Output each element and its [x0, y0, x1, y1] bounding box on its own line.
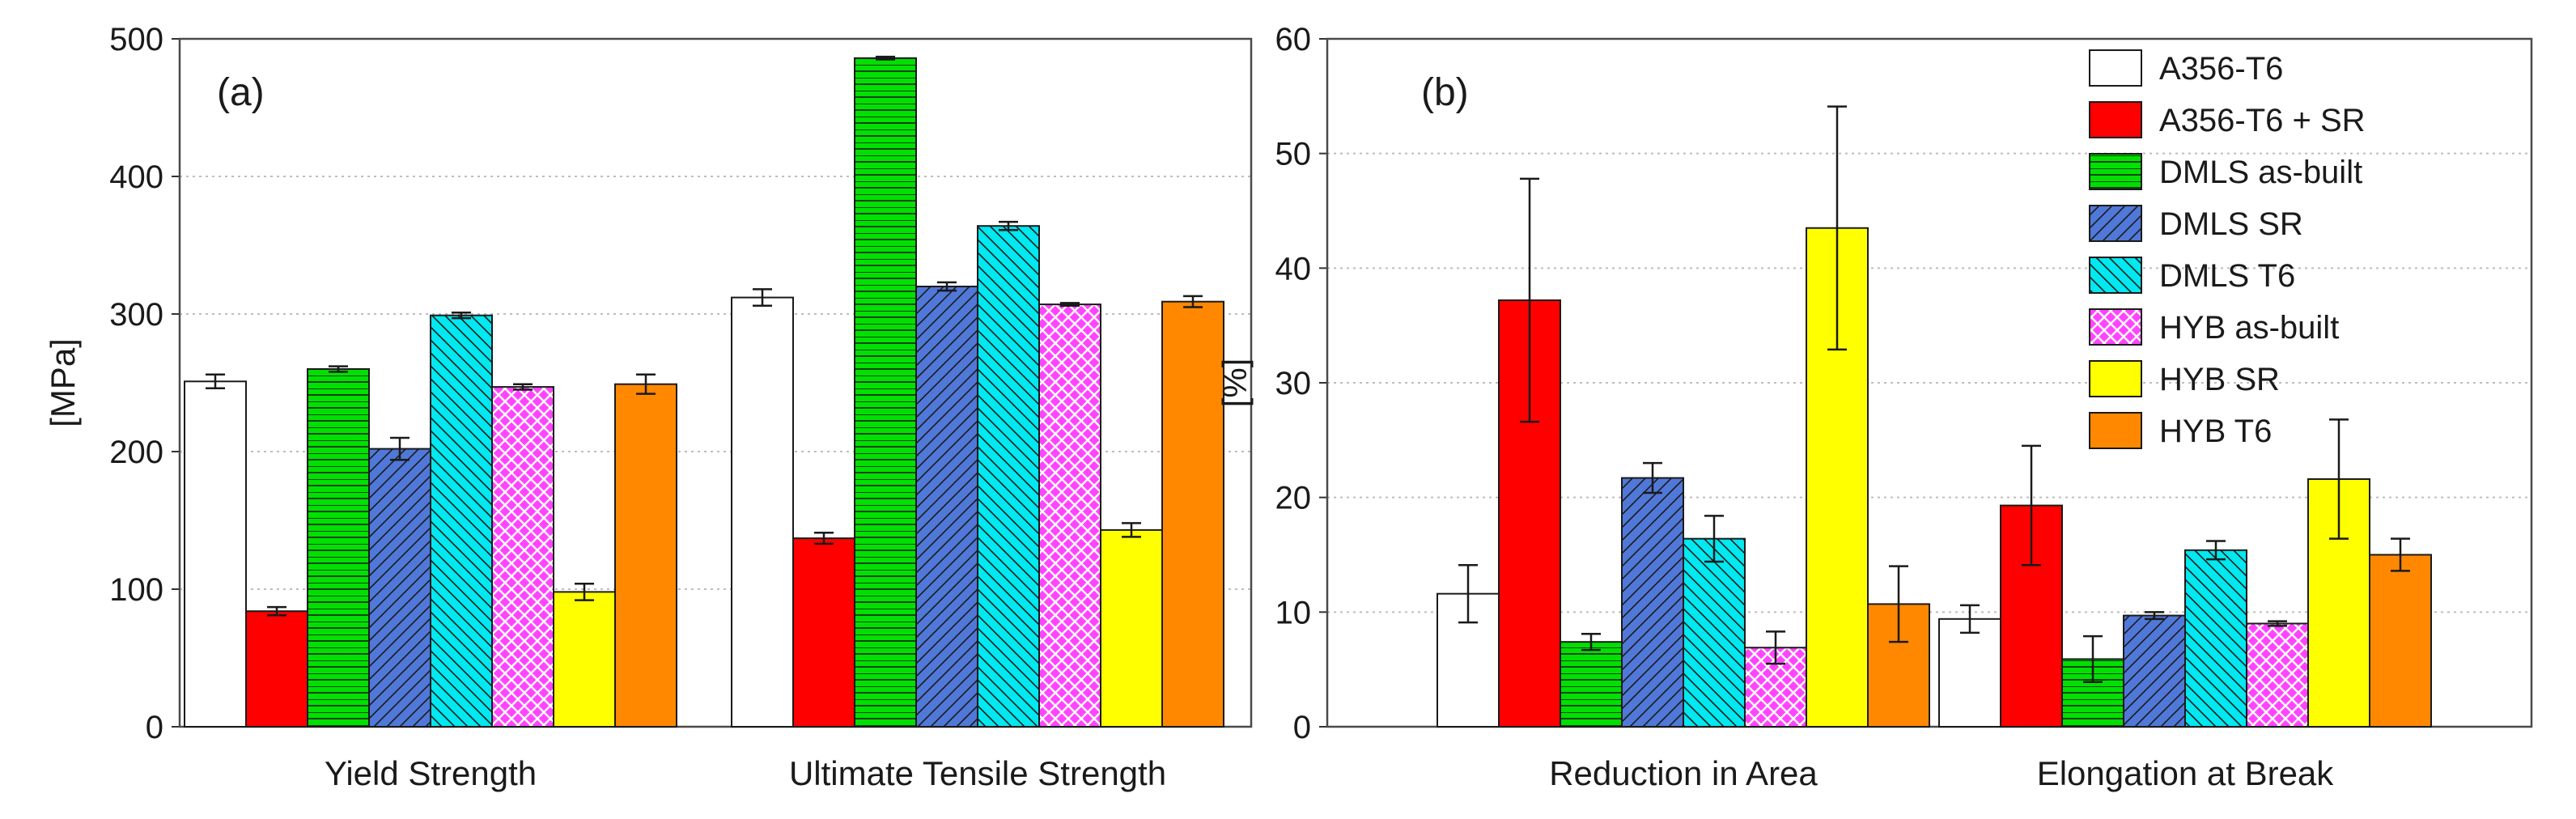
bar-hyb-sr-yield-strength: [553, 591, 616, 728]
y-tick-label: 30: [1275, 366, 1312, 401]
legend-swatch-a356-t6: [2089, 49, 2142, 87]
y-tick-label: 50: [1275, 137, 1312, 172]
chart-legend: A356-T6 A356-T6 + SR DMLS as-built DMLS SR D…: [2089, 49, 2366, 449]
legend-label-a356-t6: A356-T6: [2159, 51, 2283, 87]
bar-a356-t6-elongation-at-break: [1938, 617, 2001, 728]
panel-label: (b): [1421, 71, 1469, 114]
panel-label: (a): [217, 71, 265, 114]
bar-hyb-t6-elongation-at-break: [2369, 554, 2432, 728]
bar-a356-t6-ultimate-tensile-strength: [731, 296, 794, 728]
legend-swatch-dmls-t6: [2089, 257, 2142, 294]
category-label-ultimate-tensile-strength: Ultimate Tensile Strength: [789, 754, 1166, 792]
bar-dmls-sr-ultimate-tensile-strength: [915, 286, 978, 728]
bar-dmls-sr-reduction-in-area: [1621, 477, 1684, 728]
y-tick-label: 0: [1293, 710, 1311, 745]
y-tick-label: 10: [1275, 595, 1312, 630]
legend-label-hyb-sr: HYB SR: [2159, 362, 2280, 397]
bar-dmls-t6-ultimate-tensile-strength: [977, 225, 1040, 728]
legend-label-dmls-sr: DMLS SR: [2159, 206, 2303, 242]
legend-swatch-hyb-as-built: [2089, 308, 2142, 346]
bar-dmls-t6-reduction-in-area: [1683, 537, 1746, 728]
bar-hyb-as-built-elongation-at-break: [2246, 622, 2309, 728]
bar-dmls-sr-yield-strength: [368, 448, 431, 728]
bar-dmls-as-built-yield-strength: [307, 368, 370, 728]
bar-dmls-as-built-ultimate-tensile-strength: [854, 57, 917, 728]
y-tick-label: 300: [109, 297, 163, 333]
y-tick-label: 0: [146, 710, 163, 745]
bar-hyb-as-built-yield-strength: [491, 386, 554, 728]
y-tick-label: 200: [109, 435, 163, 470]
category-label-yield-strength: Yield Strength: [325, 754, 537, 792]
bar-hyb-t6-yield-strength: [614, 383, 677, 728]
category-label-elongation-at-break: Elongation at Break: [2037, 754, 2335, 792]
chart-panel-b: 0 10 20 30 40 50 60 [%] (b) Reduction in Area Elon…: [1216, 22, 2533, 792]
legend-swatch-dmls-sr: [2089, 205, 2142, 242]
legend-label-dmls-as-built: DMLS as-built: [2159, 155, 2362, 190]
bar-hyb-t6-ultimate-tensile-strength: [1161, 300, 1224, 728]
y-tick-label: 100: [109, 572, 163, 608]
y-axis-label: [%]: [1216, 359, 1254, 408]
plot-frame: [178, 37, 1253, 728]
legend-label-dmls-t6: DMLS T6: [2159, 258, 2295, 294]
legend-swatch-dmls-as-built: [2089, 153, 2142, 190]
bar-dmls-sr-elongation-at-break: [2123, 614, 2186, 728]
y-tick-label: 60: [1275, 22, 1312, 57]
chart-panel-a: 0 100 200 300 400 500 [MPa] (a) Yield Strength Ul…: [44, 22, 1253, 792]
y-tick-label: 400: [109, 159, 163, 195]
y-tick-label: 500: [109, 22, 163, 57]
y-axis-label: [MPa]: [44, 338, 82, 427]
legend-swatch-hyb-sr: [2089, 360, 2142, 397]
bar-a356-t6-sr-yield-strength: [245, 610, 308, 728]
bar-dmls-t6-elongation-at-break: [2184, 549, 2247, 728]
bar-dmls-t6-yield-strength: [430, 314, 493, 728]
legend-swatch-hyb-t6: [2089, 412, 2142, 449]
bar-hyb-sr-ultimate-tensile-strength: [1100, 528, 1163, 728]
legend-label-hyb-as-built: HYB as-built: [2159, 310, 2339, 346]
bar-hyb-as-built-ultimate-tensile-strength: [1038, 303, 1101, 728]
legend-label-a356-t6-sr: A356-T6 + SR: [2159, 103, 2366, 138]
category-label-reduction-in-area: Reduction in Area: [1549, 754, 1818, 792]
legend-label-hyb-t6: HYB T6: [2159, 414, 2272, 449]
legend-swatch-a356-t6-sr: [2089, 101, 2142, 138]
y-tick-label: 20: [1275, 481, 1312, 516]
bar-a356-t6-yield-strength: [184, 380, 247, 728]
bar-dmls-as-built-reduction-in-area: [1560, 641, 1623, 728]
bar-a356-t6-sr-ultimate-tensile-strength: [792, 537, 855, 728]
bar-hyb-sr-reduction-in-area: [1806, 227, 1869, 728]
y-tick-label: 40: [1275, 251, 1312, 286]
